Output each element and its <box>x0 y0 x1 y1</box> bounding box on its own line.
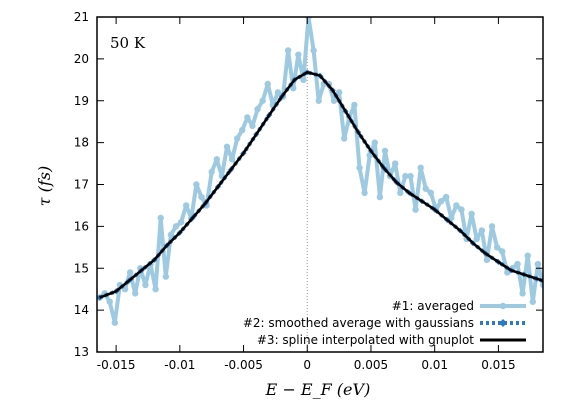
x-tick-label: -0.01 <box>164 358 195 372</box>
series-averaged-point <box>198 193 205 201</box>
temperature-annotation: 50 K <box>110 34 146 52</box>
y-tick-label: 15 <box>74 261 89 275</box>
series-averaged-point <box>254 105 261 113</box>
series-averaged-point <box>284 47 292 54</box>
series-averaged-point <box>524 252 531 259</box>
series-averaged-point <box>468 210 475 218</box>
series-averaged-point <box>422 185 429 192</box>
y-tick-label: 16 <box>74 219 89 233</box>
series-averaged-point <box>473 235 480 243</box>
series-averaged-point <box>529 298 537 305</box>
series-averaged-point <box>300 76 307 84</box>
y-tick-label: 13 <box>74 345 89 359</box>
series-averaged-point <box>126 269 134 276</box>
series-averaged-point <box>239 126 246 134</box>
series-averaged-point <box>453 202 460 209</box>
series-averaged-point <box>519 290 526 297</box>
series-averaged-point <box>315 97 322 104</box>
legend-marker-smoothed <box>499 319 507 327</box>
series-averaged-point <box>458 206 465 213</box>
series-averaged-point <box>376 193 384 201</box>
x-tick-label: 0.005 <box>354 358 388 372</box>
legend-label-averaged: #1: averaged <box>392 299 474 313</box>
x-tick-label: -0.015 <box>97 358 136 372</box>
x-tick-label: 0.015 <box>481 358 515 372</box>
series-averaged-point <box>172 223 180 230</box>
series-averaged-point <box>208 168 215 176</box>
series-averaged-point <box>488 223 496 230</box>
series-averaged-point <box>213 156 220 163</box>
series-averaged-point <box>167 231 175 238</box>
series-averaged-point <box>106 298 113 305</box>
series-averaged-point <box>397 189 404 197</box>
series-averaged-point <box>341 135 348 142</box>
series-averaged-point <box>295 51 302 58</box>
series-averaged-point <box>417 164 424 171</box>
x-tick-label: -0.005 <box>224 358 263 372</box>
series-averaged-point <box>152 285 159 293</box>
series-averaged-point <box>351 101 358 109</box>
series-averaged-point <box>493 244 501 251</box>
series-averaged-point <box>244 114 251 121</box>
series-averaged-point <box>274 89 282 96</box>
ticks-layer: -0.015 -0.01 -0.005 0 0.005 0.01 0.015 13 14 15 16… <box>74 10 543 372</box>
y-tick-label: 14 <box>74 303 89 317</box>
series-averaged-point <box>157 214 164 222</box>
series-averaged-point <box>437 198 445 205</box>
series-averaged-point <box>427 189 435 197</box>
series-averaged-point <box>361 189 368 197</box>
series-averaged-point <box>177 218 185 226</box>
series-averaged-point <box>407 172 414 180</box>
series-averaged-point <box>111 319 119 326</box>
series-averaged-point <box>233 135 241 142</box>
y-tick-label: 18 <box>74 136 89 150</box>
series-averaged-point <box>264 80 271 88</box>
x-tick-label: 0 <box>303 358 311 372</box>
series-averaged-point <box>228 156 236 163</box>
plot-frame <box>96 16 544 353</box>
legend-label-smoothed: #2: smoothed average with gaussians <box>243 316 474 330</box>
series-averaged-point <box>142 281 149 289</box>
series-averaged-line <box>98 17 543 325</box>
series-spline-line <box>99 71 543 299</box>
series-layer <box>97 17 543 326</box>
x-axis-label: E − E_F (eV) <box>265 380 371 399</box>
y-tick-label: 21 <box>74 10 89 24</box>
series-averaged-point <box>371 139 378 146</box>
legend-label-spline: #3: spline interpolated with gnuplot <box>257 333 474 347</box>
series-averaged-point <box>402 172 409 180</box>
series-averaged-point <box>478 227 486 234</box>
series-averaged-point <box>499 248 506 255</box>
y-axis-label: τ (fs) <box>35 166 54 207</box>
series-averaged-point <box>162 273 170 280</box>
series-averaged-point <box>223 143 231 151</box>
series-averaged-point <box>483 256 491 264</box>
series-averaged-point <box>534 260 542 268</box>
series-averaged-point <box>356 164 363 171</box>
series-averaged-point <box>330 97 338 104</box>
y-tick-label: 19 <box>74 94 89 108</box>
series-averaged-point <box>193 181 200 188</box>
series-clip-group <box>97 17 543 326</box>
y-tick-label: 17 <box>74 178 89 192</box>
series-averaged-point <box>381 147 389 155</box>
legend-marker-averaged <box>499 302 507 310</box>
series-averaged-point <box>249 122 256 130</box>
legend: #1: averaged #2: smoothed average with ga… <box>243 299 526 347</box>
series-averaged-point <box>442 193 450 201</box>
series-averaged-point <box>183 202 190 209</box>
y-tick-label: 20 <box>74 52 89 66</box>
series-averaged-point <box>391 160 399 167</box>
series-averaged-point <box>412 206 419 213</box>
series-averaged-point <box>514 260 521 268</box>
series-averaged-point <box>132 290 139 297</box>
series-averaged-point <box>310 47 317 54</box>
series-averaged-point <box>539 281 543 289</box>
series-averaged-point <box>335 89 343 96</box>
x-tick-label: 0.01 <box>421 358 448 372</box>
series-averaged-point <box>259 97 266 104</box>
